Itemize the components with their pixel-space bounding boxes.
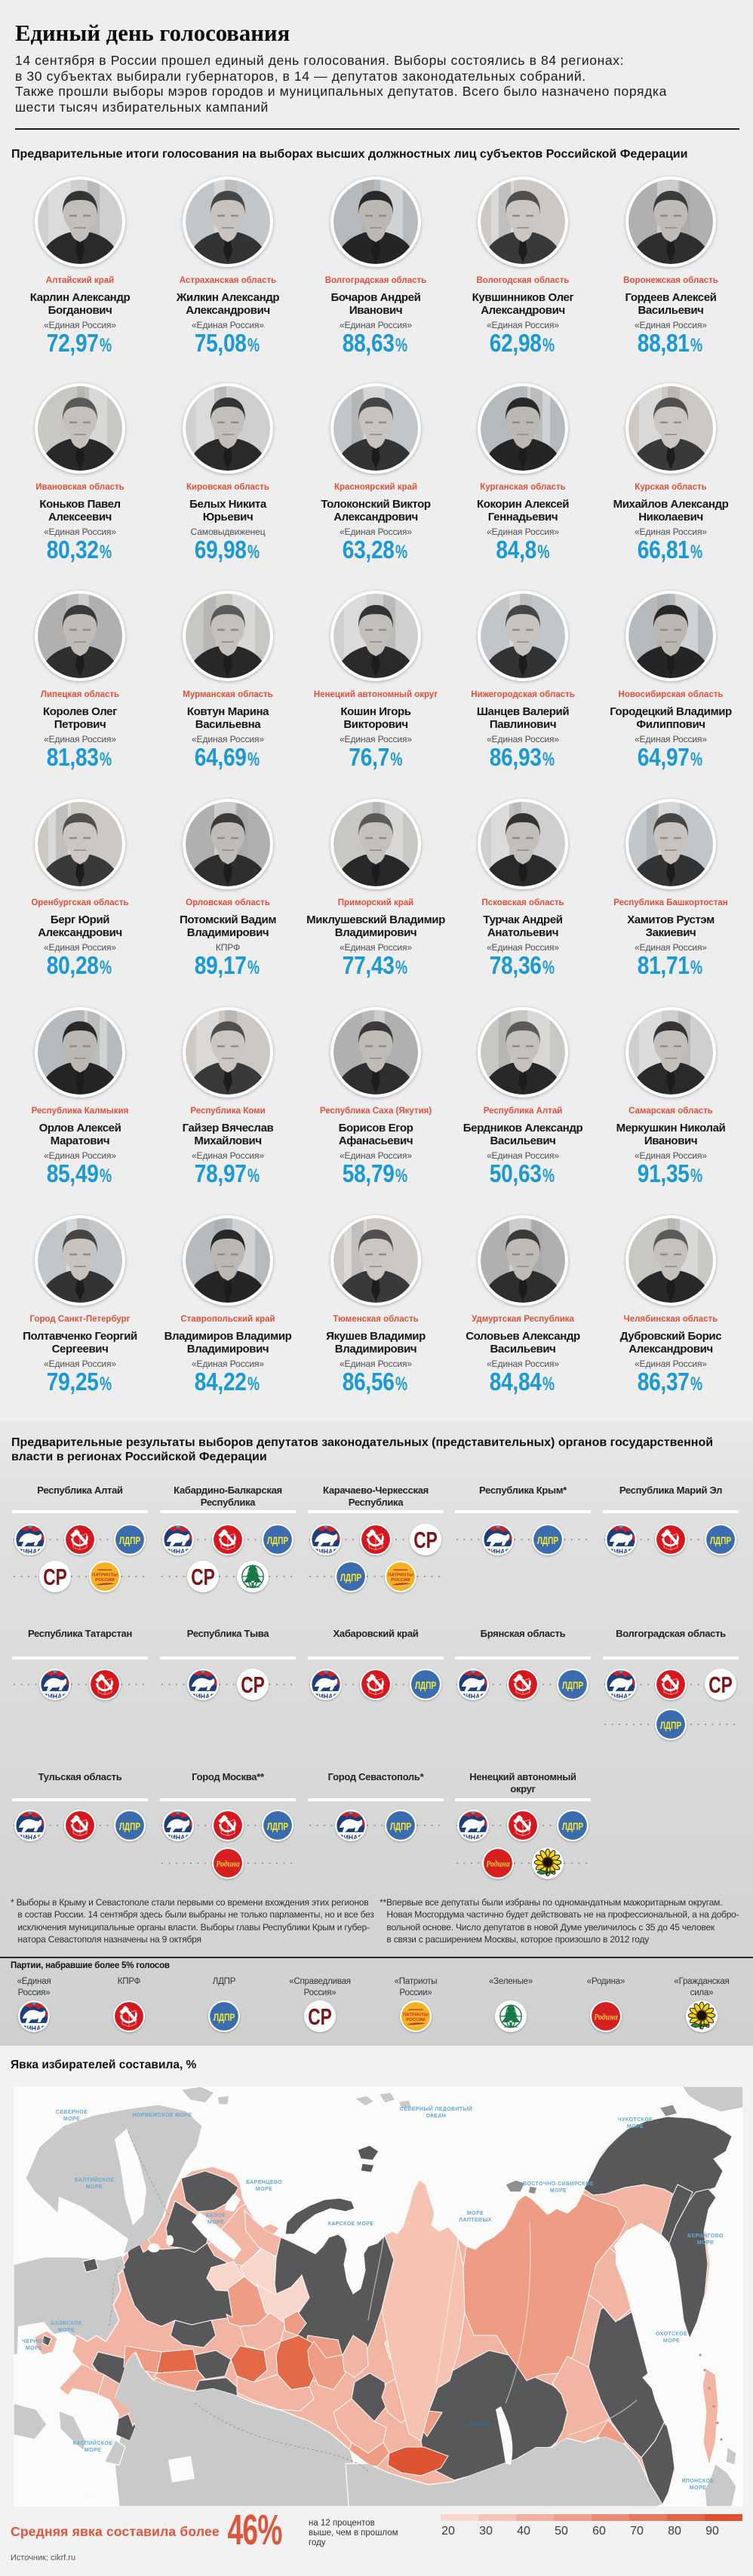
- svg-text:ДИНАЯ: ДИНАЯ: [461, 1693, 485, 1700]
- svg-text:МОРЕ: МОРЕ: [627, 2124, 644, 2129]
- svg-text:СР: СР: [43, 1564, 67, 1590]
- svg-text:МОРЕ: МОРЕ: [663, 2338, 680, 2344]
- svg-text:ДИНАЯ: ДИНАЯ: [314, 1693, 338, 1700]
- svg-text:ДИНАЯ: ДИНАЯ: [609, 1548, 633, 1555]
- svg-text:СЕВЕРНЫЙ ЛЕДОВИТЫЙ: СЕВЕРНЫЙ ЛЕДОВИТЫЙ: [400, 2105, 472, 2112]
- svg-text:СР: СР: [413, 1527, 438, 1553]
- svg-text:ДИНАЯ: ДИНАЯ: [191, 1693, 215, 1700]
- svg-text:ДИНАЯ: ДИНАЯ: [609, 1693, 633, 1700]
- svg-text:ЧЕРНОЕ: ЧЕРНОЕ: [22, 2339, 46, 2344]
- svg-text:РОССИИ: РОССИИ: [95, 1578, 114, 1583]
- svg-text:ЛАПТЕВЫХ: ЛАПТЕВЫХ: [459, 2218, 492, 2223]
- svg-text:ЛДПР: ЛДПР: [390, 1821, 411, 1833]
- svg-text:ДИНАЯ: ДИНАЯ: [486, 1548, 510, 1555]
- svg-text:ЛДПР: ЛДПР: [660, 1720, 681, 1732]
- svg-text:ДИНАЯ: ДИНАЯ: [461, 1834, 485, 1841]
- svg-text:Родина: Родина: [216, 1860, 240, 1869]
- svg-text:МОРЕ: МОРЕ: [85, 2448, 101, 2453]
- svg-text:ДИНАЯ: ДИНАЯ: [18, 1548, 42, 1555]
- svg-text:Родина: Родина: [594, 2013, 618, 2022]
- svg-text:МОРЕ: МОРЕ: [256, 2187, 272, 2192]
- svg-text:ЛДПР: ЛДПР: [340, 1572, 361, 1584]
- svg-text:МОРЕ: МОРЕ: [63, 2117, 80, 2122]
- svg-text:ЛДПР: ЛДПР: [562, 1821, 583, 1833]
- svg-text:НОРВЕЖСКОЕ МОРЕ: НОРВЕЖСКОЕ МОРЕ: [132, 2113, 192, 2118]
- svg-text:МОРЕ: МОРЕ: [26, 2346, 42, 2351]
- svg-text:ПАТРИОТЫ: ПАТРИОТЫ: [388, 1573, 413, 1577]
- svg-text:ДИНАЯ: ДИНАЯ: [314, 1548, 338, 1555]
- svg-text:МОРЕ: МОРЕ: [690, 2485, 706, 2491]
- svg-text:СР: СР: [308, 2004, 332, 2030]
- svg-text:ОКЕАН: ОКЕАН: [426, 2114, 447, 2119]
- svg-text:БЕЛОЕ: БЕЛОЕ: [206, 2213, 226, 2218]
- svg-text:МОРЕ: МОРЕ: [467, 2211, 484, 2216]
- svg-text:ПАТРИОТЫ: ПАТРИОТЫ: [403, 2013, 429, 2017]
- svg-text:ЧУКОТСКОЕ: ЧУКОТСКОЕ: [618, 2117, 653, 2123]
- svg-text:БАРЕНЦЕВО: БАРЕНЦЕВО: [246, 2180, 282, 2185]
- svg-text:ЛДПР: ЛДПР: [119, 1821, 140, 1833]
- svg-text:РОССИИ: РОССИИ: [406, 2018, 425, 2022]
- svg-text:СР: СР: [708, 1672, 733, 1698]
- svg-text:РОССИИ: РОССИИ: [391, 1578, 410, 1583]
- svg-text:ДИНАЯ: ДИНАЯ: [339, 1834, 363, 1841]
- svg-text:ЛДПР: ЛДПР: [415, 1680, 436, 1692]
- svg-text:ЛДПР: ЛДПР: [214, 2012, 235, 2024]
- svg-text:ЛДПР: ЛДПР: [710, 1535, 731, 1547]
- svg-text:оз. Байкал: оз. Байкал: [467, 2421, 493, 2427]
- svg-text:КАРСКОЕ МОРЕ: КАРСКОЕ МОРЕ: [328, 2221, 374, 2227]
- svg-text:МОРЕ: МОРЕ: [58, 2328, 75, 2333]
- svg-text:ЛДПР: ЛДПР: [537, 1535, 558, 1547]
- svg-text:СР: СР: [191, 1564, 215, 1590]
- svg-text:ДИНАЯ: ДИНАЯ: [18, 1834, 42, 1841]
- svg-text:СР: СР: [241, 1672, 265, 1698]
- svg-text:ДИНАЯ: ДИНАЯ: [166, 1834, 190, 1841]
- svg-text:ЛДПР: ЛДПР: [267, 1821, 288, 1833]
- svg-text:ЛДПР: ЛДПР: [562, 1680, 583, 1692]
- svg-text:МОРЕ: МОРЕ: [550, 2188, 567, 2194]
- svg-text:ДИНАЯ: ДИНАЯ: [166, 1548, 190, 1555]
- svg-text:ОХОТСКОЕ: ОХОТСКОЕ: [656, 2332, 687, 2337]
- svg-text:ВОСТОЧНО-СИБИРСКОЕ: ВОСТОЧНО-СИБИРСКОЕ: [523, 2181, 594, 2187]
- svg-text:КАСПИЙСКОЕ: КАСПИЙСКОЕ: [73, 2439, 113, 2446]
- svg-text:ЛДПР: ЛДПР: [267, 1535, 288, 1547]
- svg-text:ЛДПР: ЛДПР: [119, 1535, 140, 1547]
- svg-text:СЕВЕРНОЕ: СЕВЕРНОЕ: [56, 2110, 88, 2115]
- svg-text:Родина: Родина: [486, 1860, 510, 1869]
- svg-text:ПАТРИОТЫ: ПАТРИОТЫ: [92, 1573, 118, 1577]
- svg-text:ЯПОНСКОЕ: ЯПОНСКОЕ: [681, 2479, 714, 2484]
- svg-text:МОРЕ: МОРЕ: [207, 2220, 224, 2225]
- svg-text:БЕРИНГОВО: БЕРИНГОВО: [687, 2234, 724, 2239]
- svg-text:БАЛТИЙСКОЕ: БАЛТИЙСКОЕ: [75, 2176, 115, 2183]
- svg-text:МОРЕ: МОРЕ: [697, 2240, 714, 2246]
- svg-text:МОРЕ: МОРЕ: [86, 2185, 103, 2190]
- svg-text:ДИНАЯ: ДИНАЯ: [43, 1693, 67, 1700]
- svg-text:АЗОВСКОЕ: АЗОВСКОЕ: [51, 2321, 82, 2326]
- svg-text:ДИНАЯ: ДИНАЯ: [22, 2025, 46, 2032]
